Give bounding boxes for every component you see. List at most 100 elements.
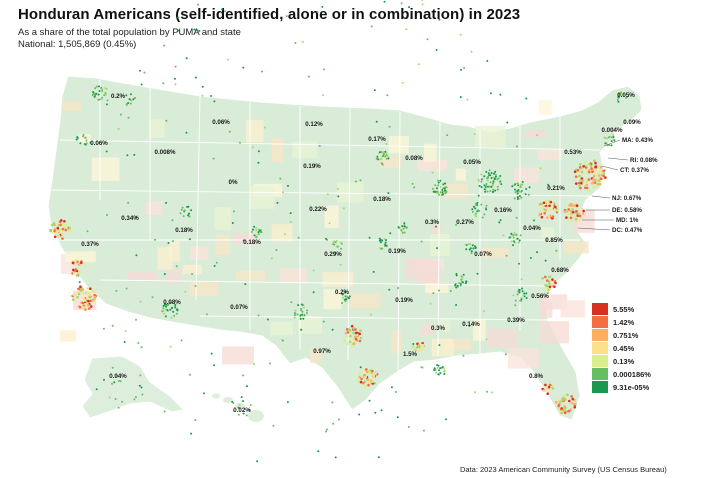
- puma-dot: [546, 216, 549, 220]
- puma-dot: [210, 352, 213, 355]
- puma-dot: [388, 288, 391, 291]
- puma-dot: [172, 240, 174, 243]
- puma-dot: [477, 209, 480, 212]
- puma-dot: [49, 229, 52, 233]
- puma-dot: [486, 59, 489, 62]
- puma-dot: [50, 223, 54, 227]
- puma-dot: [579, 179, 582, 183]
- puma-dot: [188, 238, 191, 241]
- puma-dot: [379, 158, 382, 161]
- puma-dot: [287, 184, 289, 187]
- puma-dot: [499, 93, 502, 96]
- puma-dot: [512, 234, 515, 236]
- puma-dot: [604, 142, 607, 145]
- puma-dot: [563, 210, 566, 213]
- puma-dot: [367, 383, 370, 387]
- puma-dot: [138, 384, 141, 387]
- puma-dot: [194, 285, 197, 287]
- puma-dot: [483, 188, 486, 191]
- puma-dot: [61, 237, 64, 240]
- puma-dot: [127, 102, 130, 104]
- puma-dot: [382, 164, 384, 166]
- puma-dot: [332, 422, 335, 425]
- puma-dot: [68, 228, 72, 232]
- legend-swatch: [592, 316, 608, 328]
- puma-dot: [233, 210, 235, 213]
- puma-dot: [483, 213, 486, 216]
- puma-dot: [171, 219, 174, 222]
- puma-dot: [511, 185, 514, 188]
- state-value-label: 0.09%: [623, 119, 641, 126]
- puma-dot: [385, 142, 388, 145]
- puma-dot: [520, 298, 523, 301]
- legend-swatch: [592, 303, 608, 315]
- puma-dot: [169, 345, 172, 348]
- puma-dot: [471, 210, 474, 213]
- puma-dot: [533, 219, 535, 222]
- puma-dot: [492, 188, 495, 191]
- puma-dot: [56, 226, 60, 230]
- puma-dot: [290, 301, 293, 304]
- puma-dot: [336, 245, 339, 248]
- state-value-label: 0.97%: [313, 348, 331, 355]
- puma-dot: [194, 419, 197, 422]
- puma-dot: [270, 257, 273, 260]
- puma-dot: [540, 202, 543, 206]
- puma-dot: [513, 231, 516, 234]
- puma-dot: [464, 282, 467, 285]
- puma-dot: [459, 33, 462, 36]
- puma-dot: [599, 177, 603, 180]
- puma-tint: [443, 338, 472, 351]
- puma-dot: [548, 282, 551, 286]
- puma-dot: [289, 220, 292, 223]
- puma-dot: [551, 387, 555, 390]
- puma-dot: [556, 398, 559, 402]
- puma-dot: [516, 293, 519, 296]
- puma-dot: [321, 5, 324, 8]
- puma-dot: [571, 204, 574, 207]
- puma-dot: [154, 238, 156, 241]
- puma-dot: [581, 179, 584, 183]
- puma-dot: [575, 182, 578, 185]
- puma-dot: [163, 273, 166, 276]
- puma-dot: [540, 215, 544, 219]
- puma-dot: [438, 289, 440, 292]
- puma-dot: [466, 98, 469, 101]
- puma-dot: [548, 208, 552, 211]
- puma-dot: [92, 94, 95, 97]
- puma-dot: [504, 353, 507, 356]
- puma-dot: [384, 155, 387, 158]
- puma-dot: [477, 194, 480, 197]
- puma-dot: [413, 186, 416, 189]
- state-value-label: 0.06%: [212, 119, 230, 126]
- puma-dot: [341, 302, 343, 305]
- state-borders: [51, 80, 601, 371]
- puma-dot: [344, 290, 346, 293]
- state-value-label: 0.85%: [545, 237, 563, 244]
- puma-dot: [255, 229, 258, 232]
- puma-dot: [212, 157, 215, 160]
- puma-tint: [455, 168, 467, 181]
- puma-dot: [499, 182, 502, 185]
- puma-dot: [134, 396, 137, 399]
- puma-dot: [592, 172, 595, 175]
- puma-dot: [165, 201, 168, 204]
- puma-dot: [471, 244, 474, 247]
- puma-dot: [322, 68, 325, 71]
- puma-dot: [140, 83, 143, 86]
- puma-dot: [472, 247, 475, 250]
- puma-dot: [294, 309, 297, 312]
- puma-dot: [617, 96, 620, 99]
- puma-dot: [117, 406, 120, 409]
- puma-dot: [188, 212, 191, 215]
- puma-dot: [130, 93, 132, 96]
- puma-dot: [588, 162, 591, 166]
- puma-dot: [484, 190, 487, 193]
- puma-dot: [476, 272, 479, 275]
- puma-dot: [173, 314, 176, 317]
- puma-dot: [299, 314, 302, 317]
- puma-dot: [610, 140, 613, 143]
- puma-dot: [585, 186, 589, 190]
- puma-dot: [119, 380, 122, 383]
- puma-dot: [544, 259, 547, 262]
